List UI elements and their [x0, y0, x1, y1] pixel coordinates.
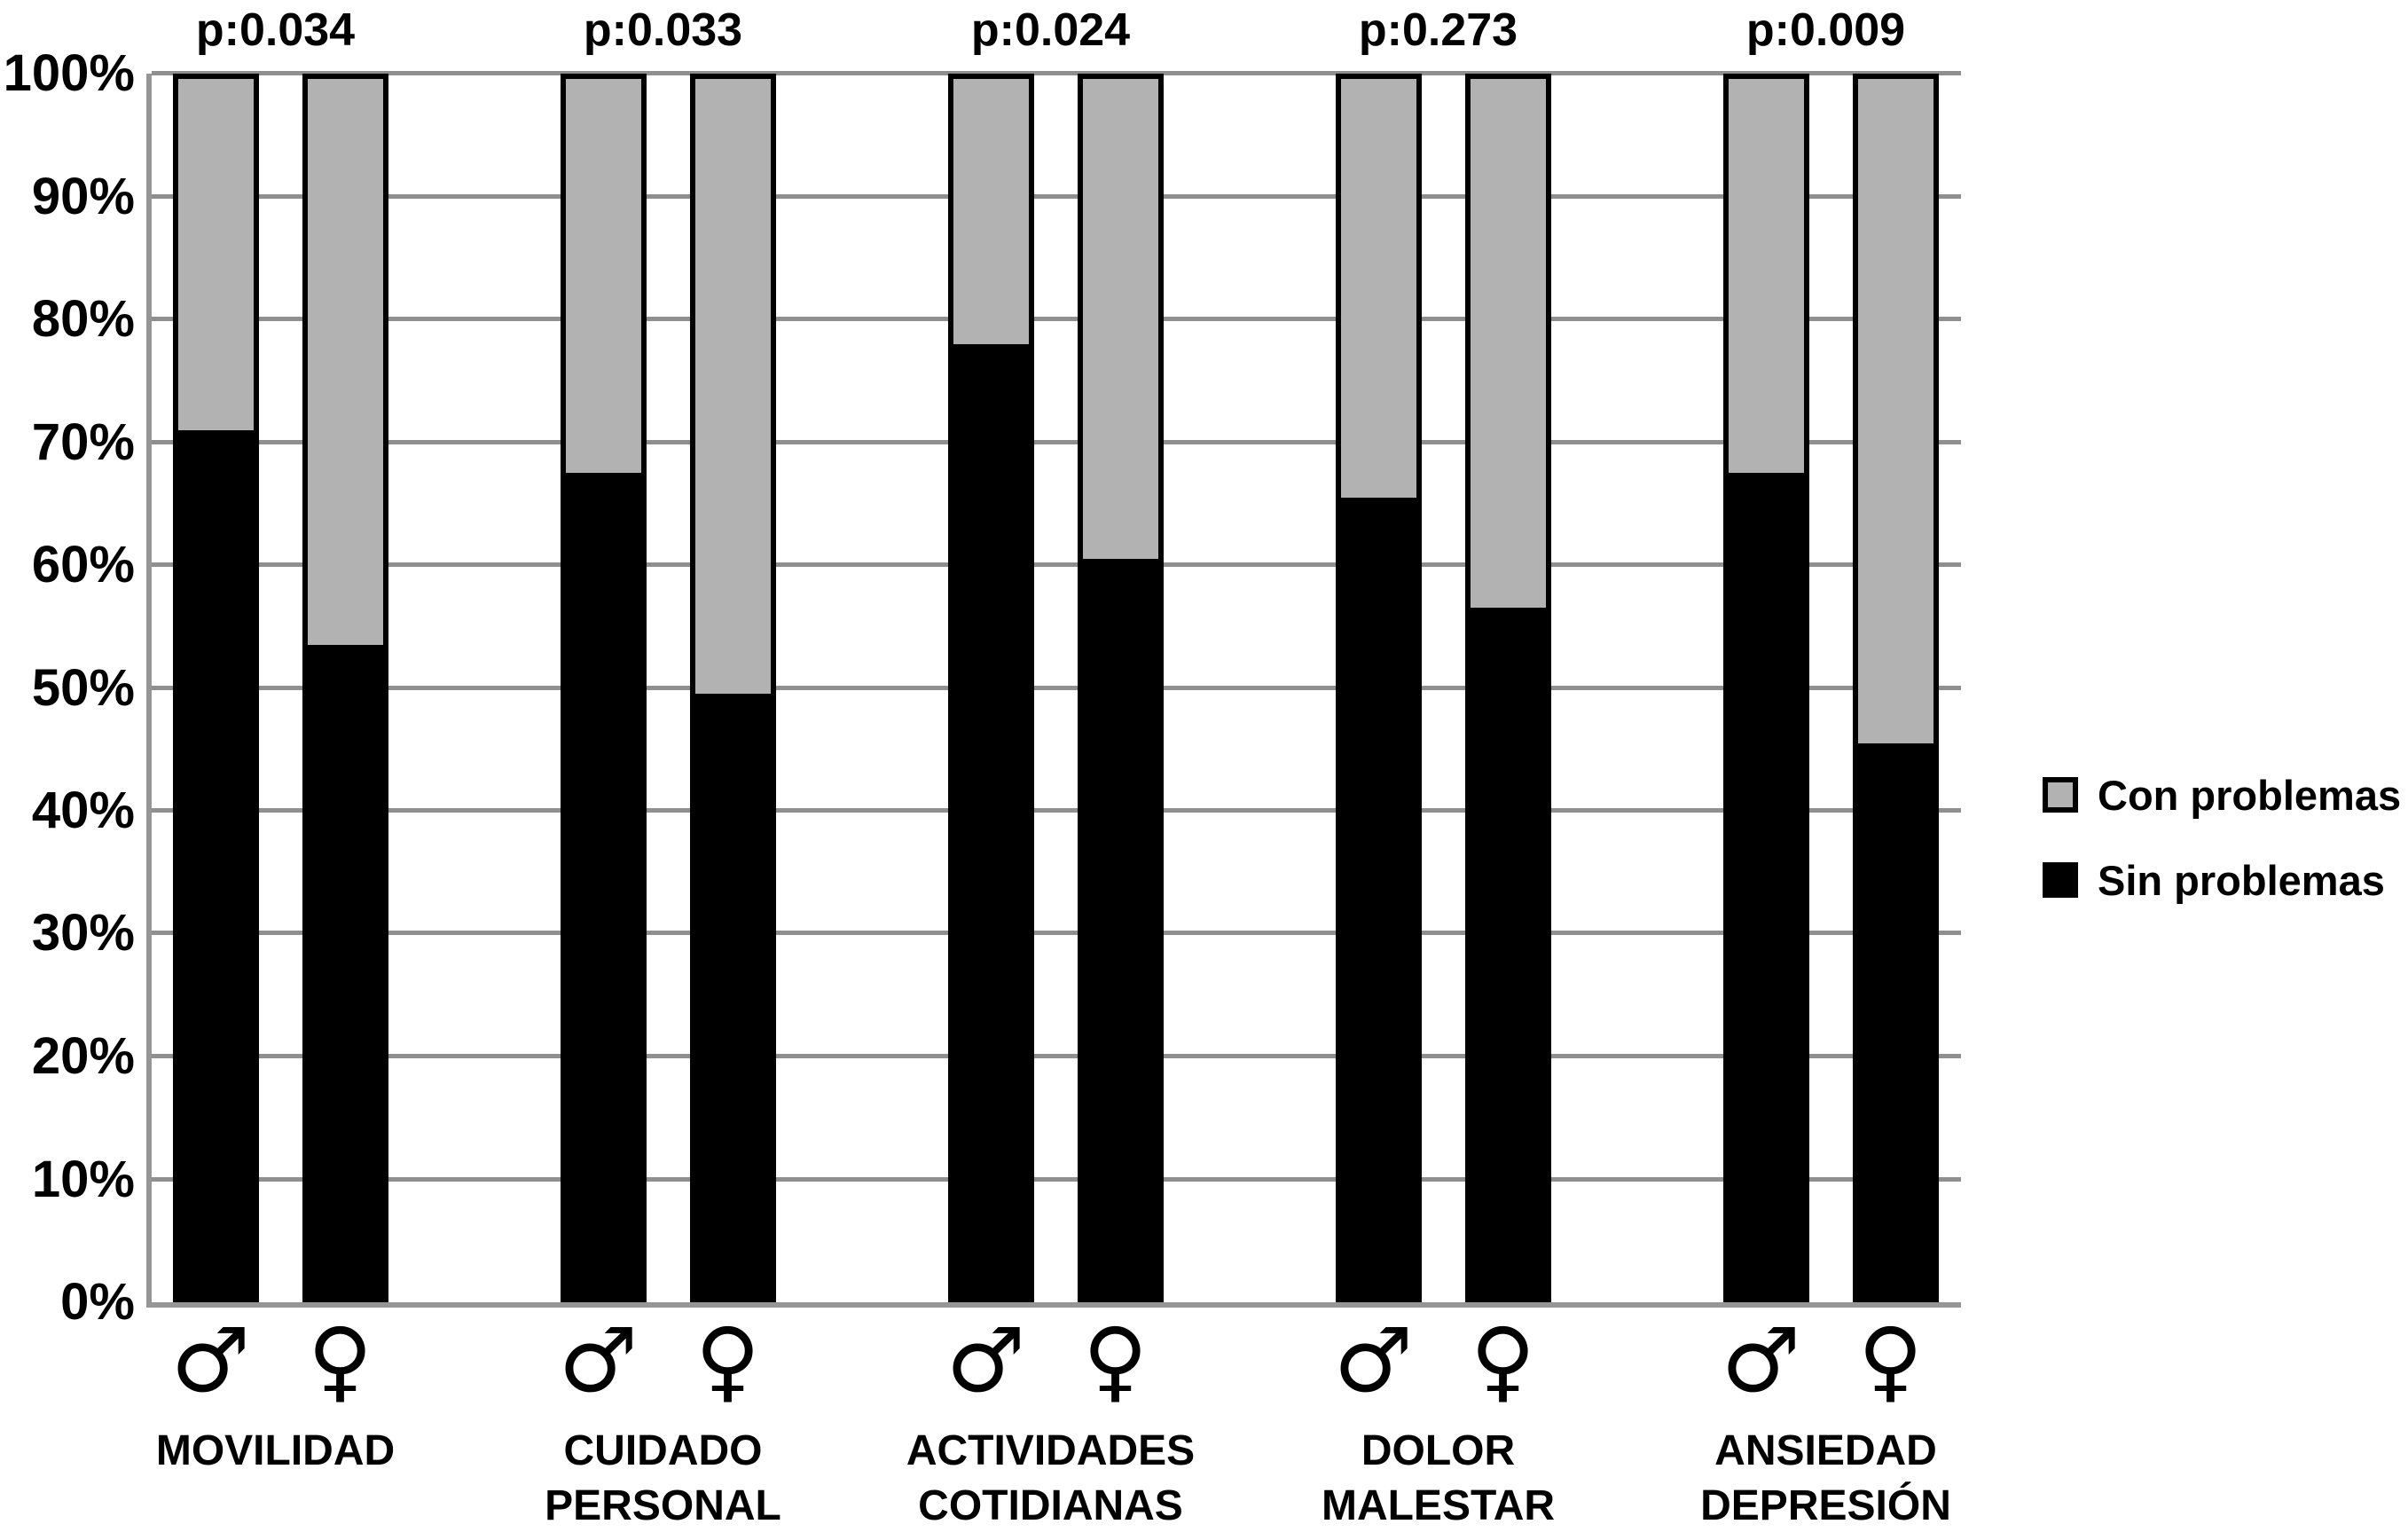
p-value-label-ansiedad-depresión: p:0.009 [1745, 4, 1906, 56]
female-symbol-icon: ♀ [307, 1308, 373, 1412]
y-tick-label-100: 100% [3, 44, 135, 102]
bar-actividades-cotidianas-female [1078, 74, 1164, 1302]
legend-item-sin-problemas: Sin problemas [2043, 855, 2401, 905]
y-tick-label-60: 60% [31, 536, 135, 593]
y-tick-label-0: 0% [60, 1273, 135, 1331]
bar-dolor-malestar-male [1336, 74, 1422, 1302]
category-label-dolor-malestar: DOLOR MALESTAR [1321, 1427, 1556, 1529]
gridline-100 [152, 71, 1961, 75]
gray-square-icon [2043, 777, 2078, 813]
category-label-ansiedad-depresión: ANSIEDAD DEPRESIÓN [1700, 1427, 1951, 1529]
male-symbol-icon: ♂ [1333, 1308, 1414, 1412]
gridline-10 [152, 1177, 1961, 1182]
bar-ansiedad-depresión-male [1723, 74, 1809, 1302]
category-label-movilidad: MOVILIDAD [155, 1427, 396, 1474]
bar-segment-con-problemas [1341, 79, 1416, 498]
bar-movilidad-female [302, 74, 388, 1302]
gridline-20 [152, 1054, 1961, 1058]
p-value-label-actividades-cotidianas: p:0.024 [970, 4, 1131, 56]
male-symbol-icon: ♂ [1721, 1308, 1801, 1412]
y-tick-label-90: 90% [31, 168, 135, 225]
p-value-label-movilidad: p:0.034 [195, 4, 356, 56]
plot-area [146, 71, 1961, 1308]
bar-cuidado-personal-female [690, 74, 776, 1302]
bar-ansiedad-depresión-female [1853, 74, 1939, 1302]
bar-cuidado-personal-male [561, 74, 647, 1302]
gridline-40 [152, 808, 1961, 813]
category-label-actividades-cotidianas: ACTIVIDADES COTIDIANAS [906, 1427, 1196, 1529]
gridline-50 [152, 686, 1961, 690]
y-tick-label-80: 80% [31, 290, 135, 348]
bar-movilidad-male [173, 74, 259, 1302]
y-tick-label-50: 50% [31, 659, 135, 717]
male-symbol-icon: ♂ [170, 1308, 251, 1412]
y-tick-label-20: 20% [31, 1027, 135, 1085]
p-value-label-dolor-malestar: p:0.273 [1358, 4, 1518, 56]
y-tick-label-40: 40% [31, 782, 135, 839]
bar-segment-con-problemas [308, 79, 383, 646]
bar-segment-con-problemas [1858, 79, 1933, 743]
male-symbol-icon: ♂ [945, 1308, 1026, 1412]
bar-segment-con-problemas [695, 79, 771, 695]
gridline-90 [152, 194, 1961, 199]
y-tick-label-10: 10% [31, 1151, 135, 1208]
legend-item-con-problemas: Con problemas [2043, 770, 2401, 820]
female-symbol-icon: ♀ [694, 1308, 761, 1412]
y-tick-label-30: 30% [31, 904, 135, 962]
category-label-cuidado-personal: CUIDADO PERSONAL [545, 1427, 781, 1529]
bar-segment-con-problemas [178, 79, 254, 430]
gridline-80 [152, 317, 1961, 321]
female-symbol-icon: ♀ [1082, 1308, 1149, 1412]
male-symbol-icon: ♂ [558, 1308, 639, 1412]
legend: Con problemas Sin problemas [2043, 770, 2401, 940]
gridline-60 [152, 562, 1961, 567]
bar-segment-con-problemas [1083, 79, 1158, 560]
bar-dolor-malestar-female [1465, 74, 1551, 1302]
female-symbol-icon: ♀ [1857, 1308, 1924, 1412]
bar-segment-con-problemas [1471, 79, 1546, 609]
legend-label-sin-problemas: Sin problemas [2098, 856, 2385, 904]
bar-segment-con-problemas [953, 79, 1029, 344]
bar-segment-con-problemas [566, 79, 641, 474]
legend-label-con-problemas: Con problemas [2098, 771, 2402, 819]
bar-actividades-cotidianas-male [948, 74, 1034, 1302]
gridline-70 [152, 440, 1961, 444]
black-square-icon [2043, 862, 2078, 898]
female-symbol-icon: ♀ [1470, 1308, 1536, 1412]
y-tick-label-70: 70% [31, 413, 135, 471]
bar-segment-con-problemas [1729, 79, 1804, 474]
gridline-30 [152, 931, 1961, 935]
p-value-label-cuidado-personal: p:0.033 [583, 4, 743, 56]
